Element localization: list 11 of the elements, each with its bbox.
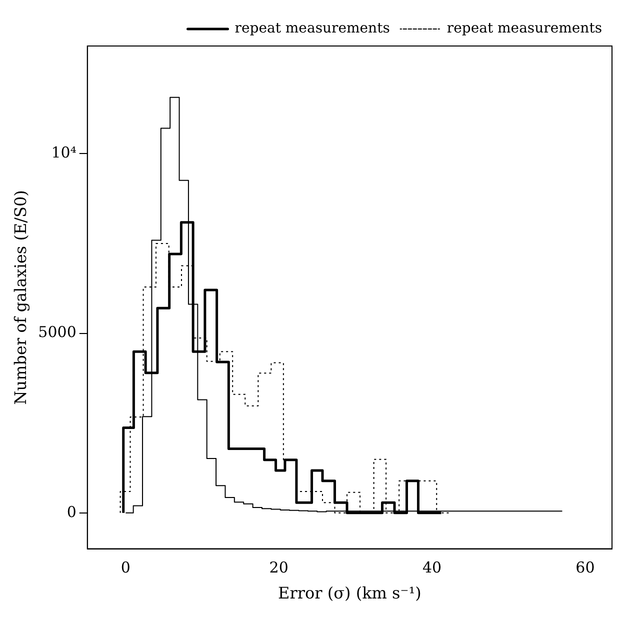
x-tick-label: 40: [422, 558, 442, 577]
y-tick-label: 5000: [38, 323, 76, 342]
legend-label: repeat measurements: [234, 20, 390, 37]
legend-label: repeat measurements: [446, 20, 602, 37]
x-tick-label: 0: [120, 558, 130, 577]
x-axis-title: Error (σ) (km s⁻¹): [278, 584, 422, 603]
x-tick-label: 20: [269, 558, 288, 577]
x-tick-label: 60: [576, 558, 595, 577]
y-tick-label: 0: [66, 502, 76, 521]
y-tick-label: 10⁴: [51, 144, 76, 162]
y-axis-title: Number of galaxies (E/S0): [10, 190, 30, 405]
